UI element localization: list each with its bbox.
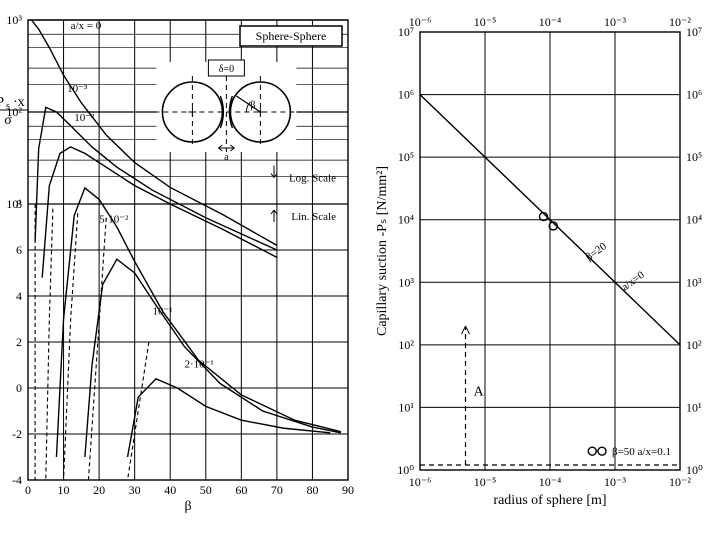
left-ytick-lin: -4 [12,473,22,487]
right-xtick-top: 10⁻⁵ [474,15,497,29]
delta-zero-label: δ=0 [219,64,234,75]
right-ytick-left: 10³ [398,275,414,289]
right-ytick-right: 10⁵ [686,150,702,164]
left-xtick: 30 [129,483,141,497]
left-ytick-lin: 4 [16,289,22,303]
legend-marker-icon [598,447,606,455]
left-xtick: 40 [164,483,176,497]
left-xtick: 0 [25,483,31,497]
right-xtick-bottom: 10⁻² [669,475,691,489]
left-xtick: 70 [271,483,283,497]
right-ylabel: Capillary suction -Pₛ [N/mm²] [375,166,390,336]
left-xlabel: β [184,499,191,514]
right-ytick-left: 10⁷ [398,25,414,39]
right-ytick-right: 10⁰ [686,463,703,477]
left-xtick: 60 [235,483,247,497]
left-curve-dashed [88,218,106,480]
left-xtick: 20 [93,483,105,497]
left-xtick: 90 [342,483,354,497]
left-ytick-lin: -2 [12,427,22,441]
sphere-inset: β a δ=0 [154,60,298,163]
right-ytick-right: 10³ [686,275,702,289]
right-ytick-left: 10⁰ [397,463,414,477]
left-ytick-lin: 0 [16,381,22,395]
left-ytick-lin: 2 [16,335,22,349]
left-curve-dashed [128,342,149,480]
right-xtick-bottom: 10⁻⁶ [409,475,432,489]
curve-label: 5·10⁻² [99,213,129,225]
right-ytick-left: 10¹ [398,400,414,414]
lin-scale-label: Lin. Scale [291,211,336,223]
left-xtick: 80 [306,483,318,497]
right-ytick-right: 10⁷ [686,25,702,39]
left-curve-dashed [46,209,53,480]
left-curve [128,379,331,457]
curve-label: 10⁻¹ [152,305,172,317]
right-ytick-right: 10¹ [686,400,702,414]
right-xtick-bottom: 10⁻³ [604,475,626,489]
right-ytick-left: 10⁵ [398,150,414,164]
right-line-label-ax: a/x=0 [619,269,647,294]
sphere-sphere-label: Sphere-Sphere [256,29,327,43]
right-xtick-top: 10⁻³ [604,15,626,29]
curve-label: 10⁻³ [67,83,88,95]
left-xtick: 50 [200,483,212,497]
right-ytick-left: 10² [398,338,414,352]
gap-a-label: a [224,152,229,163]
right-ytick-right: 10² [686,338,702,352]
log-scale-label: Log. Scale [289,173,336,185]
right-xtick-top: 10⁻⁴ [539,15,562,29]
left-chart: 0102030405060708090β-4-20246810¹10²10³Ps… [0,13,354,514]
right-A-label: A [474,385,485,400]
right-bottom-legend: β=50 a/x=0.1 [612,446,671,458]
right-ytick-right: 10⁶ [686,88,702,102]
right-xlabel: radius of sphere [m] [493,493,606,508]
svg-text:σ: σ [4,113,12,128]
curve-header: a/x = 0 [71,20,102,32]
right-chart: 10⁻⁶10⁻⁶10⁻⁵10⁻⁵10⁻⁴10⁻⁴10⁻³10⁻³10⁻²10⁻²… [375,15,703,508]
right-xtick-bottom: 10⁻⁴ [539,475,562,489]
right-xtick-bottom: 10⁻⁵ [474,475,497,489]
svg-text:·x: ·x [13,95,25,110]
curve-label: 2·10⁻¹ [184,358,213,370]
left-ytick-log: 10³ [6,13,22,27]
right-ytick-right: 10⁴ [686,213,702,227]
svg-text:P: P [0,95,4,110]
left-ytick-log: 10¹ [6,197,22,211]
beta-angle-label: β [250,100,255,111]
legend-marker-icon [588,447,596,455]
curve-label: 10⁻² [74,112,95,124]
left-xtick: 10 [58,483,70,497]
right-ytick-left: 10⁴ [398,213,414,227]
right-ytick-left: 10⁶ [398,88,414,102]
right-line-label-beta: β=20 [583,240,609,263]
left-ytick-lin: 6 [16,243,22,257]
